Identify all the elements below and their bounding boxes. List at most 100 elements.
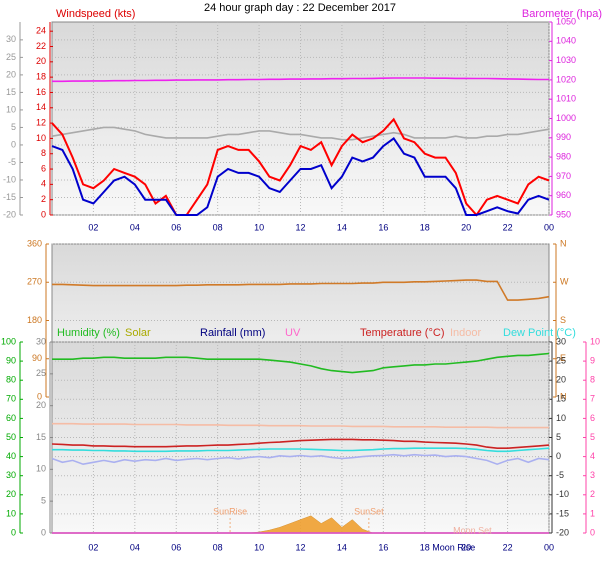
y-tick-label: 0 [11, 527, 16, 537]
y-tick-label: 20 [36, 56, 46, 66]
x-tick-label: 20 [461, 222, 471, 232]
y-tick-label: 1030 [556, 55, 576, 65]
y-tick-label: 0 [590, 527, 595, 537]
y-tick-label: 80 [6, 375, 16, 385]
legend-label: Dew Point (°C) [503, 327, 576, 339]
x-tick-label: 10 [254, 222, 264, 232]
y-tick-label: 0 [556, 451, 561, 461]
x-tick-label: 18 [420, 222, 430, 232]
y-tick-label: 5 [590, 432, 595, 442]
y-tick-label: -5 [556, 470, 564, 480]
y-tick-label: 30 [6, 34, 16, 44]
y-tick-label: 950 [556, 209, 571, 219]
y-tick-label: 50 [6, 432, 16, 442]
x-tick-label: 00 [544, 542, 554, 552]
x-tick-label: 22 [503, 222, 513, 232]
y-tick-label: 990 [556, 132, 571, 142]
y-tick-label: -15 [556, 508, 569, 518]
y-tick-label: 20 [6, 69, 16, 79]
y-tick-label: 90 [32, 353, 42, 363]
y-tick-label: 5 [556, 432, 561, 442]
y-tick-label: 20 [556, 375, 566, 385]
x-tick-label: 02 [88, 222, 98, 232]
x-tick-label: 02 [88, 542, 98, 552]
y-tick-label: 10 [590, 336, 600, 346]
x-tick-label: 12 [295, 222, 305, 232]
series-line [52, 422, 549, 429]
y-tick-label: 8 [41, 148, 46, 158]
series-area [248, 515, 374, 534]
y-tick-label: 25 [36, 368, 46, 378]
x-tick-label: 04 [130, 542, 140, 552]
y-tick-label: 360 [27, 238, 42, 248]
chart-title: 24 hour graph day : 22 December 2017 [204, 2, 396, 14]
y-tick-label: 18 [36, 72, 46, 82]
y-tick-label: 100 [1, 336, 16, 346]
y-tick-label: N [560, 238, 567, 248]
y-tick-label: N [560, 391, 567, 401]
y-tick-label: S [560, 315, 566, 325]
x-tick-label: 10 [254, 542, 264, 552]
y-tick-label: 14 [36, 102, 46, 112]
x-tick-label: 16 [378, 542, 388, 552]
y-tick-label: 2 [41, 194, 46, 204]
y-tick-label: 15 [556, 394, 566, 404]
y-tick-label: 1010 [556, 94, 576, 104]
y-tick-label: 3 [590, 470, 595, 480]
x-tick-label: 16 [378, 222, 388, 232]
moon-event-label: Moon Rise [432, 542, 475, 552]
x-tick-label: 08 [213, 542, 223, 552]
series-line [52, 77, 549, 83]
legend-label: Temperature (°C) [360, 327, 444, 339]
y-tick-label: 12 [36, 117, 46, 127]
y-tick-label: 0 [11, 139, 16, 149]
y-tick-label: 970 [556, 171, 571, 181]
sun-event-label: SunSet [354, 506, 384, 516]
y-tick-label: 7 [590, 394, 595, 404]
y-tick-label: -20 [3, 209, 16, 219]
y-tick-label: 5 [41, 496, 46, 506]
legend-label: Indoor [450, 327, 482, 339]
y-tick-label: 1020 [556, 74, 576, 84]
x-tick-label: 20 [461, 542, 471, 552]
y-tick-label: 30 [36, 336, 46, 346]
y-tick-label: -5 [8, 157, 16, 167]
y-tick-label: 9 [590, 355, 595, 365]
y-tick-label: 70 [6, 394, 16, 404]
y-tick-label: 1050 [556, 16, 576, 26]
series-line [51, 453, 550, 466]
series-line [51, 438, 550, 449]
y-tick-label: 15 [36, 432, 46, 442]
series-line [51, 117, 550, 217]
y-tick-label: 960 [556, 190, 571, 200]
y-tick-label: 10 [36, 464, 46, 474]
legend-label: UV [285, 327, 301, 339]
y-tick-label: 25 [556, 355, 566, 365]
series-line [51, 126, 550, 141]
y-tick-label: 6 [41, 163, 46, 173]
x-tick-label: 06 [171, 222, 181, 232]
y-tick-label: 15 [6, 87, 16, 97]
x-tick-label: 22 [503, 542, 513, 552]
y-tick-label: 90 [6, 355, 16, 365]
series-line [52, 352, 550, 374]
y-tick-label: 30 [6, 470, 16, 480]
y-tick-label: 980 [556, 151, 571, 161]
y-tick-label: 60 [6, 413, 16, 423]
x-tick-label: 04 [130, 222, 140, 232]
y-tick-label: 10 [6, 104, 16, 114]
y-tick-label: -15 [3, 192, 16, 202]
y-tick-label: -20 [556, 527, 569, 537]
y-tick-label: 0 [41, 527, 46, 537]
y-tick-label: 0 [37, 391, 42, 401]
x-tick-label: 08 [213, 222, 223, 232]
y-tick-label: 1000 [556, 113, 576, 123]
series-line [52, 279, 550, 301]
x-tick-label: 06 [171, 542, 181, 552]
y2-axis-title: Barometer (hpa) [522, 8, 602, 20]
y-tick-label: 30 [556, 336, 566, 346]
y-tick-label: 16 [36, 87, 46, 97]
x-tick-label: 14 [337, 222, 347, 232]
